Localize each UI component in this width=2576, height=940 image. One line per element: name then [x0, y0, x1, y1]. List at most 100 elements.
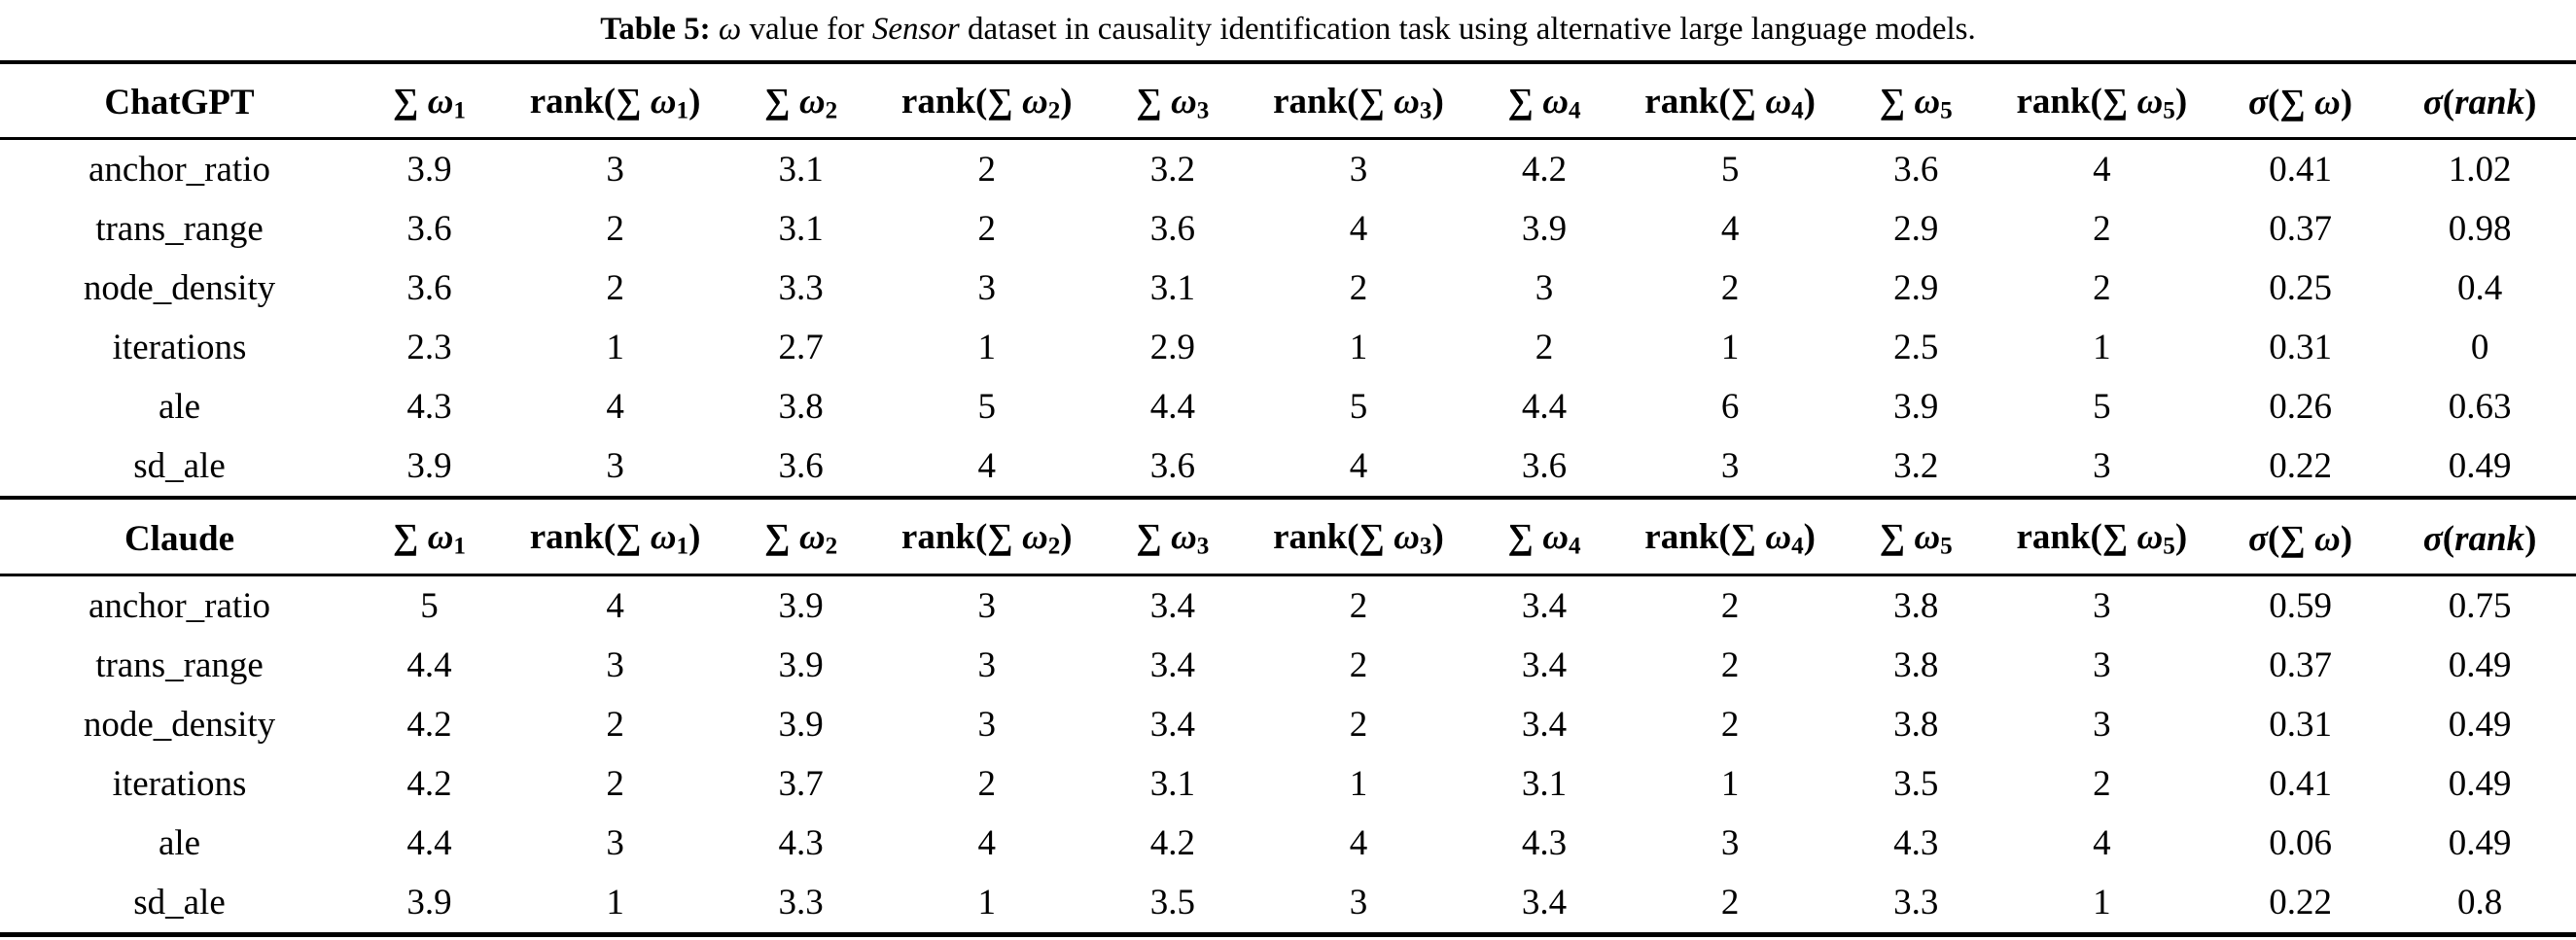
- column-header-sum-omega-5: ∑ ω5: [1879, 81, 1953, 124]
- caption-segment: dataset in causality identification task…: [959, 12, 1976, 47]
- caption-segment: ω: [718, 12, 742, 47]
- header-row: Claude ∑ ω1 rank(∑ ω1) ∑ ω2 rank(∑ ω2) ∑ ω3 ra…: [0, 500, 2576, 575]
- value-cell-sum-omega-4: 4.2: [1521, 150, 1568, 191]
- value-cell-rank-sum-omega-1: 3: [606, 644, 624, 685]
- column-header-rank-sum-omega-2: rank(∑ ω2): [900, 517, 1073, 560]
- value-cell-rank-sum-omega-1: 1: [606, 328, 624, 368]
- value-cell-rank-sum-omega-4: 2: [1720, 585, 1740, 626]
- value-cell-sum-omega-3: 2.9: [1149, 328, 1195, 368]
- value-cell-sum-omega-4: 2: [1535, 328, 1554, 368]
- value-cell-rank-sum-omega-4: 2: [1720, 704, 1740, 745]
- value-cell-sigma-sum-omega: 0.41: [2269, 763, 2332, 804]
- value-cell-rank-sum-omega-2: 5: [977, 387, 997, 428]
- value-cell-sum-omega-2: 3.1: [778, 209, 824, 250]
- value-cell-rank-sum-omega-3: 2: [1349, 585, 1368, 626]
- column-header-rank-sum-omega-1: rank(∑ ω1): [529, 81, 701, 124]
- value-cell-rank-sum-omega-5: 2: [2093, 763, 2111, 804]
- value-cell-rank-sum-omega-2: 2: [977, 209, 997, 250]
- row-label: iterations: [112, 328, 247, 368]
- value-cell-sum-omega-3: 3.6: [1149, 209, 1195, 250]
- row-label: sd_ale: [133, 882, 226, 923]
- value-cell-rank-sum-omega-5: 3: [2093, 585, 2111, 626]
- row-label: anchor_ratio: [88, 150, 270, 191]
- value-cell-sum-omega-4: 3.4: [1521, 704, 1568, 745]
- value-cell-rank-sum-omega-1: 2: [606, 209, 624, 250]
- value-cell-sum-omega-2: 4.3: [778, 822, 824, 863]
- value-cell-rank-sum-omega-3: 3: [1349, 882, 1368, 923]
- column-header-sum-omega-4: ∑ ω4: [1507, 81, 1581, 124]
- column-header-sigma-rank: σ(rank): [2422, 518, 2537, 559]
- value-cell-rank-sum-omega-5: 2: [2093, 209, 2111, 250]
- caption-segment: Sensor: [871, 12, 960, 47]
- caption-segment: Table 5:: [600, 12, 719, 47]
- value-cell-rank-sum-omega-1: 2: [606, 268, 624, 309]
- row-label: node_density: [83, 704, 276, 745]
- value-cell-rank-sum-omega-3: 1: [1349, 763, 1368, 804]
- column-header-rank-sum-omega-4: rank(∑ ω4): [1644, 517, 1816, 560]
- claude-table: Claude ∑ ω1 rank(∑ ω1) ∑ ω2 rank(∑ ω2) ∑ ω3 ra…: [0, 500, 2576, 937]
- value-cell-rank-sum-omega-5: 4: [2093, 822, 2111, 863]
- value-cell-rank-sum-omega-4: 2: [1720, 644, 1740, 685]
- claude-table-body: anchor_ratio 5 4 3.9 3 3.4 2 3.4 2 3.8 3 0.59 0.75 tr…: [0, 574, 2576, 934]
- column-header-sum-omega-4: ∑ ω4: [1507, 517, 1581, 560]
- table-row: anchor_ratio 3.9 3 3.1 2 3.2 3 4.2 5 3.6 4 0.41 1.02: [0, 139, 2576, 200]
- column-header-rank-sum-omega-5: rank(∑ ω5): [2016, 517, 2188, 560]
- value-cell-rank-sum-omega-1: 4: [606, 387, 624, 428]
- value-cell-rank-sum-omega-1: 1: [606, 882, 624, 923]
- table-row: trans_range 3.6 2 3.1 2 3.6 4 3.9 4 2.9 2 0.37 0.98: [0, 199, 2576, 259]
- column-header-rank-sum-omega-1: rank(∑ ω1): [529, 517, 701, 560]
- value-cell-rank-sum-omega-2: 1: [977, 328, 997, 368]
- value-cell-rank-sum-omega-2: 1: [977, 882, 997, 923]
- chatgpt-table-body: anchor_ratio 3.9 3 3.1 2 3.2 3 4.2 5 3.6 4 0.41 1.02…: [0, 139, 2576, 499]
- value-cell-rank-sum-omega-2: 3: [977, 268, 997, 309]
- value-cell-sum-omega-4: 3.1: [1521, 763, 1568, 804]
- value-cell-rank-sum-omega-3: 2: [1349, 644, 1368, 685]
- value-cell-rank-sum-omega-5: 3: [2093, 446, 2111, 487]
- row-label: iterations: [112, 763, 247, 804]
- value-cell-rank-sum-omega-2: 2: [977, 150, 997, 191]
- table-row: anchor_ratio 5 4 3.9 3 3.4 2 3.4 2 3.8 3 0.59 0.75: [0, 574, 2576, 636]
- value-cell-sum-omega-5: 3.9: [1893, 387, 1939, 428]
- value-cell-sigma-rank: 0.49: [2448, 822, 2512, 863]
- value-cell-rank-sum-omega-2: 3: [977, 644, 997, 685]
- value-cell-sigma-sum-omega: 0.41: [2269, 150, 2332, 191]
- value-cell-rank-sum-omega-1: 2: [606, 763, 624, 804]
- column-header-sum-omega-5: ∑ ω5: [1879, 517, 1953, 560]
- column-header-sum-omega-2: ∑ ω2: [764, 81, 838, 124]
- value-cell-sigma-sum-omega: 0.37: [2269, 209, 2332, 250]
- value-cell-sum-omega-5: 3.5: [1893, 763, 1939, 804]
- value-cell-sum-omega-2: 3.3: [778, 268, 824, 309]
- table-row: ale 4.4 3 4.3 4 4.2 4 4.3 3 4.3 4 0.06 0.49: [0, 814, 2576, 873]
- value-cell-rank-sum-omega-4: 3: [1720, 822, 1740, 863]
- value-cell-sum-omega-3: 3.1: [1149, 763, 1195, 804]
- value-cell-sigma-rank: 0.8: [2457, 882, 2503, 923]
- row-label: ale: [158, 387, 201, 428]
- value-cell-rank-sum-omega-4: 4: [1720, 209, 1740, 250]
- value-cell-sum-omega-2: 3.9: [778, 585, 824, 626]
- value-cell-sigma-rank: 1.02: [2448, 150, 2512, 191]
- value-cell-sum-omega-2: 2.7: [778, 328, 824, 368]
- value-cell-rank-sum-omega-2: 4: [977, 822, 997, 863]
- value-cell-sigma-sum-omega: 0.31: [2269, 328, 2332, 368]
- value-cell-sum-omega-1: 4.2: [406, 763, 452, 804]
- value-cell-sigma-rank: 0.49: [2448, 644, 2512, 685]
- model-name-header: Claude: [124, 518, 235, 559]
- header-row: ChatGPT ∑ ω1 rank(∑ ω1) ∑ ω2 rank(∑ ω2) ∑ ω3 r…: [0, 62, 2576, 139]
- value-cell-rank-sum-omega-5: 4: [2093, 150, 2111, 191]
- value-cell-sum-omega-4: 3.4: [1521, 585, 1568, 626]
- value-cell-rank-sum-omega-2: 3: [977, 704, 997, 745]
- value-cell-rank-sum-omega-3: 4: [1349, 822, 1368, 863]
- table-caption: Table 5: ω value for Sensor dataset in c…: [0, 0, 2576, 60]
- table-row: sd_ale 3.9 3 3.6 4 3.6 4 3.6 3 3.2 3 0.22 0.49: [0, 436, 2576, 498]
- value-cell-sum-omega-5: 2.9: [1893, 209, 1939, 250]
- value-cell-rank-sum-omega-4: 6: [1720, 387, 1740, 428]
- value-cell-sigma-rank: 0.49: [2448, 763, 2512, 804]
- value-cell-sum-omega-5: 3.8: [1893, 644, 1939, 685]
- value-cell-rank-sum-omega-5: 1: [2093, 882, 2111, 923]
- value-cell-rank-sum-omega-3: 3: [1349, 150, 1368, 191]
- value-cell-sigma-rank: 0.4: [2457, 268, 2503, 309]
- value-cell-sigma-sum-omega: 0.25: [2269, 268, 2332, 309]
- value-cell-sum-omega-4: 3.6: [1521, 446, 1568, 487]
- value-cell-sum-omega-3: 4.4: [1149, 387, 1195, 428]
